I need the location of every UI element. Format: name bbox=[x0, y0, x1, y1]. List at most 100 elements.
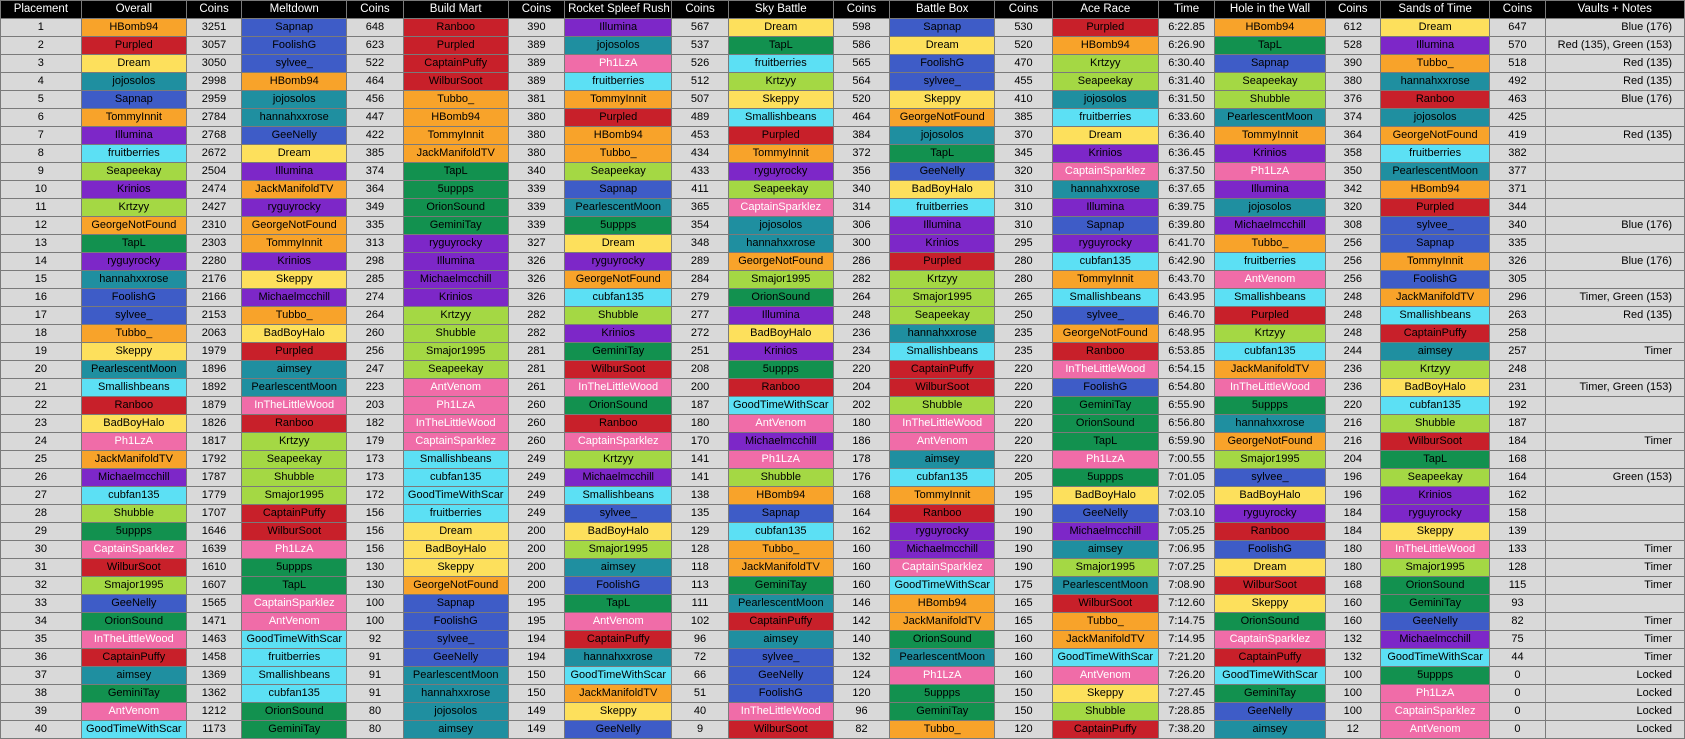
column-header[interactable]: Coins bbox=[994, 0, 1053, 19]
coins-cell: 176 bbox=[832, 468, 891, 487]
coins-cell: 236 bbox=[832, 324, 891, 343]
column-header[interactable]: Placement bbox=[0, 0, 82, 19]
player-name-cell: aimsey bbox=[402, 720, 509, 739]
placement-cell: 39 bbox=[0, 702, 82, 721]
coins-cell: 284 bbox=[671, 270, 729, 289]
column-header[interactable]: Ace Race bbox=[1051, 0, 1159, 19]
coins-cell: 340 bbox=[1489, 216, 1546, 235]
coins-cell: 349 bbox=[346, 198, 404, 217]
coins-cell: 91 bbox=[346, 648, 404, 667]
column-header[interactable]: Meltdown bbox=[241, 0, 348, 19]
coins-cell: 365 bbox=[671, 198, 729, 217]
placement-cell: 17 bbox=[0, 306, 82, 325]
player-name-cell: Michaelmcchill bbox=[889, 540, 996, 559]
player-name-cell: Ph1LzA bbox=[241, 540, 348, 559]
time-cell: 6:54.15 bbox=[1157, 360, 1216, 379]
column-header[interactable]: Time bbox=[1157, 0, 1216, 19]
coins-cell: 300 bbox=[832, 234, 891, 253]
notes-cell: Timer bbox=[1544, 576, 1685, 595]
player-name-cell: JackManifoldTV bbox=[402, 144, 509, 163]
coins-cell: 132 bbox=[832, 648, 891, 667]
placement-cell: 11 bbox=[0, 198, 82, 217]
player-name-cell: OrionSound bbox=[80, 612, 187, 631]
player-name-cell: JackManifoldTV bbox=[889, 612, 996, 631]
player-name-cell: 5uppps bbox=[402, 180, 509, 199]
coins-cell: 520 bbox=[832, 90, 891, 109]
notes-cell: Green (153) bbox=[1544, 468, 1685, 487]
coins-cell: 100 bbox=[346, 594, 404, 613]
player-name-cell: jojosolos bbox=[1379, 108, 1491, 127]
notes-cell bbox=[1544, 486, 1685, 505]
player-name-cell: JackManifoldTV bbox=[80, 450, 187, 469]
notes-cell: Blue (176) bbox=[1544, 252, 1685, 271]
time-cell: 7:12.60 bbox=[1157, 594, 1216, 613]
coins-cell: 204 bbox=[1324, 450, 1381, 469]
player-name-cell: aimsey bbox=[889, 450, 996, 469]
coins-cell: 598 bbox=[832, 18, 891, 37]
coins-cell: 156 bbox=[346, 540, 404, 559]
column-header[interactable]: Coins bbox=[346, 0, 404, 19]
coins-cell: 522 bbox=[346, 54, 404, 73]
column-header[interactable]: Coins bbox=[185, 0, 243, 19]
column-header[interactable]: Battle Box bbox=[889, 0, 996, 19]
coins-cell: 236 bbox=[1324, 360, 1381, 379]
column-header[interactable]: Sands of Time bbox=[1379, 0, 1491, 19]
placement-cell: 19 bbox=[0, 342, 82, 361]
column-header[interactable]: Coins bbox=[671, 0, 729, 19]
player-name-cell: OrionSound bbox=[564, 396, 673, 415]
coins-cell: 507 bbox=[671, 90, 729, 109]
coins-cell: 320 bbox=[1324, 198, 1381, 217]
player-name-cell: CaptainPuffy bbox=[80, 648, 187, 667]
player-name-cell: OrionSound bbox=[241, 702, 348, 721]
player-name-cell: Purpled bbox=[564, 108, 673, 127]
coins-cell: 256 bbox=[346, 342, 404, 361]
player-name-cell: Smallishbeans bbox=[564, 486, 673, 505]
player-name-cell: CaptainSparklez bbox=[1214, 630, 1326, 649]
coins-cell: 182 bbox=[346, 414, 404, 433]
coins-cell: 190 bbox=[994, 522, 1053, 541]
player-name-cell: Seapeekay bbox=[1051, 72, 1159, 91]
player-name-cell: fruitberries bbox=[80, 144, 187, 163]
column-header[interactable]: Coins bbox=[1324, 0, 1381, 19]
time-cell: 7:03.10 bbox=[1157, 504, 1216, 523]
coins-cell: 220 bbox=[994, 414, 1053, 433]
player-name-cell: WilburSoot bbox=[1379, 432, 1491, 451]
notes-cell bbox=[1544, 360, 1685, 379]
column-header[interactable]: Hole in the Wall bbox=[1214, 0, 1326, 19]
column-header[interactable]: Coins bbox=[1489, 0, 1546, 19]
column-header[interactable]: Coins bbox=[507, 0, 566, 19]
column-header[interactable]: Coins bbox=[832, 0, 891, 19]
column-header[interactable]: Sky Battle bbox=[727, 0, 834, 19]
coins-cell: 165 bbox=[994, 612, 1053, 631]
coins-cell: 160 bbox=[1324, 594, 1381, 613]
coins-cell: 248 bbox=[1324, 306, 1381, 325]
column-header[interactable]: Build Mart bbox=[402, 0, 509, 19]
player-name-cell: hannahxxrose bbox=[727, 234, 834, 253]
notes-cell: Locked bbox=[1544, 684, 1685, 703]
coins-cell: 2063 bbox=[185, 324, 243, 343]
coins-cell: 530 bbox=[994, 18, 1053, 37]
player-name-cell: Dream bbox=[402, 522, 509, 541]
coins-cell: 260 bbox=[507, 432, 566, 451]
table-row: 17 sylvee_ 2153 Tubbo_ 264 Krtzyy 282 Shubble 27… bbox=[0, 306, 1685, 325]
player-name-cell: GeeNelly bbox=[1051, 504, 1159, 523]
player-name-cell: GeminiTay bbox=[1379, 594, 1491, 613]
time-cell: 6:53.85 bbox=[1157, 342, 1216, 361]
notes-cell bbox=[1544, 144, 1685, 163]
player-name-cell: PearlescentMoon bbox=[1214, 108, 1326, 127]
column-header[interactable]: Rocket Spleef Rush bbox=[564, 0, 673, 19]
column-header[interactable]: Overall bbox=[80, 0, 187, 19]
player-name-cell: Michaelmcchill bbox=[1379, 630, 1491, 649]
player-name-cell: AntVenom bbox=[1379, 720, 1491, 739]
table-row: 20 PearlescentMoon 1896 aimsey 247 Seapeekay 2… bbox=[0, 360, 1685, 379]
player-name-cell: WilburSoot bbox=[889, 378, 996, 397]
coins-cell: 1369 bbox=[185, 666, 243, 685]
coins-cell: 281 bbox=[507, 342, 566, 361]
player-name-cell: Krinios bbox=[1214, 144, 1326, 163]
column-header[interactable]: Vaults + Notes bbox=[1544, 0, 1685, 19]
header-row: Placement Overall Coins Meltdown Coins Build … bbox=[0, 0, 1685, 19]
player-name-cell: HBomb94 bbox=[1214, 18, 1326, 37]
player-name-cell: FoolishG bbox=[1379, 270, 1491, 289]
coins-cell: 1610 bbox=[185, 558, 243, 577]
